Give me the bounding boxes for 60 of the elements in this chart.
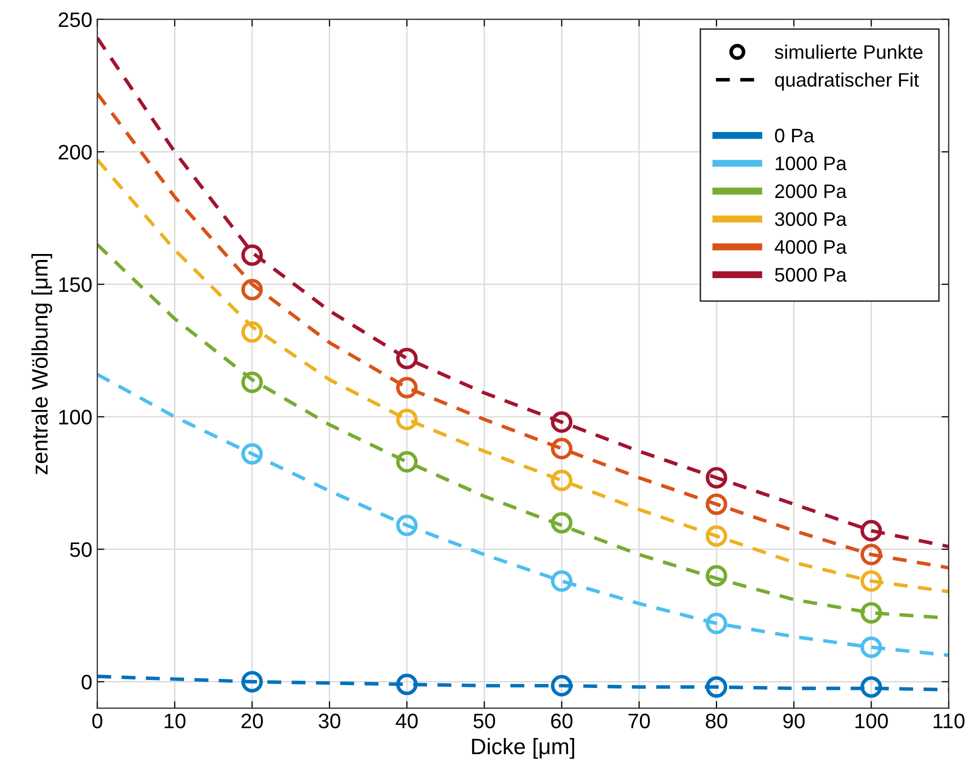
line-series	[97, 158, 949, 594]
legend-label: 2000 Pa	[775, 184, 847, 198]
point	[550, 512, 572, 534]
point	[550, 470, 572, 492]
legend-label: quadratischer Fit	[775, 72, 919, 91]
x-tick-label: 10	[164, 714, 186, 728]
point	[241, 321, 263, 343]
point	[706, 564, 728, 586]
point	[860, 520, 882, 542]
x-tick-label: 110	[934, 714, 964, 728]
point	[550, 674, 572, 696]
x-tick-label: 50	[474, 714, 496, 728]
point	[550, 411, 572, 433]
y-tick-label: 100	[59, 410, 92, 425]
point	[396, 408, 418, 430]
y-tick-label: 150	[59, 277, 92, 292]
y-tick-label: 50	[70, 542, 92, 557]
x-tick-label: 40	[396, 714, 418, 728]
y-tick-label: 250	[58, 12, 92, 28]
x-tick-label: 80	[706, 714, 728, 728]
x-tick-label: 20	[242, 714, 263, 728]
x-tick-label: 30	[318, 714, 340, 728]
point	[860, 544, 882, 566]
point	[860, 602, 882, 624]
legend-label: 0 Pa	[775, 128, 814, 142]
x-tick-label: 100	[855, 714, 888, 728]
x-tick-label: 60	[551, 714, 572, 728]
point	[396, 348, 418, 370]
point	[706, 676, 728, 698]
point	[860, 636, 882, 658]
y-axis-title: zentrale Wölbung [μm]	[31, 254, 52, 474]
legend-label: 1000 Pa	[776, 156, 847, 170]
point	[550, 570, 572, 592]
point	[706, 612, 728, 634]
point	[860, 570, 882, 592]
legend-label: 4000 Pa	[774, 240, 847, 254]
point	[706, 525, 728, 547]
point	[706, 466, 728, 488]
point	[860, 676, 882, 698]
point	[396, 376, 418, 398]
y-tick-label: 200	[58, 144, 92, 160]
legend-label: 3000 Pa	[775, 212, 847, 226]
point	[396, 514, 418, 536]
point	[241, 244, 263, 266]
legend-label: 5000 Pa	[775, 268, 847, 282]
point	[706, 493, 728, 515]
x-axis-title: Dicke [μm]	[472, 738, 574, 759]
point	[241, 372, 263, 394]
x-tick-label: 90	[783, 714, 805, 728]
line-series	[97, 372, 949, 657]
point	[396, 451, 418, 473]
point	[550, 438, 572, 460]
point	[241, 670, 263, 692]
point	[241, 443, 263, 465]
point	[396, 674, 418, 696]
y-tick-label: 0	[82, 674, 92, 690]
legend-label: simulierte Punkte	[774, 44, 923, 59]
point	[241, 278, 263, 300]
x-tick-label: 70	[628, 714, 650, 728]
x-tick-label: 0	[92, 714, 102, 728]
